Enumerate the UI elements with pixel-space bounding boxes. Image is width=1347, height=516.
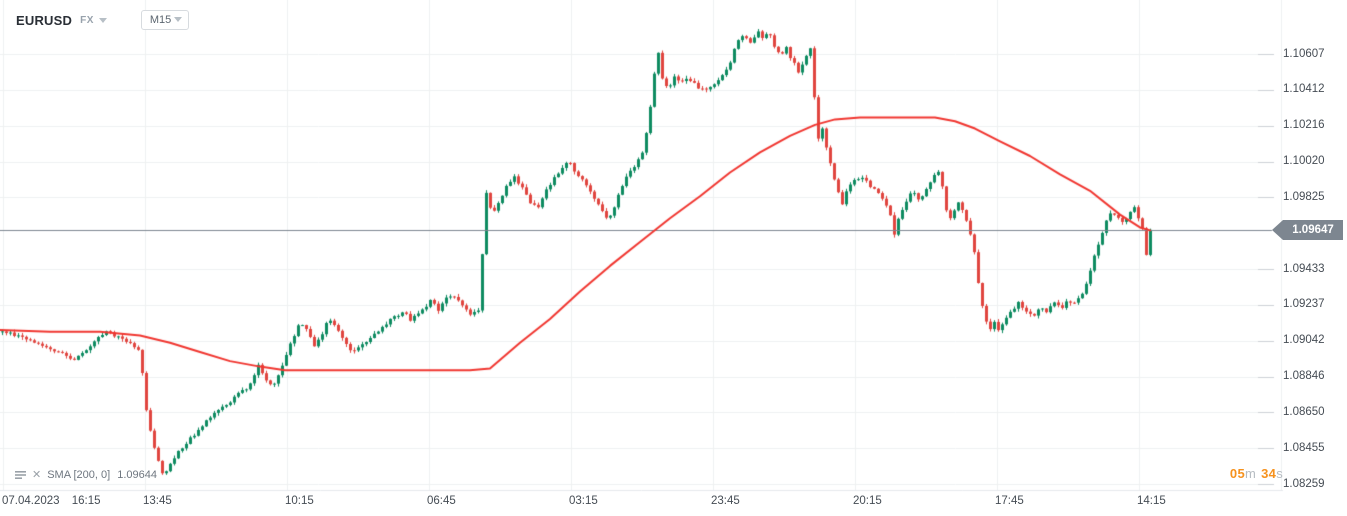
countdown-seconds: 34 [1261, 466, 1277, 481]
price-axis-label: 1.10412 [1283, 83, 1325, 96]
symbol-name: EURUSD [16, 12, 73, 28]
time-axis-label: 13:45 [143, 495, 172, 507]
countdown-seconds-unit: s [1276, 466, 1283, 481]
time-axis-start-label: 07.04.2023 16:15 [2, 495, 101, 507]
start-time: 16:15 [71, 495, 101, 507]
time-axis-label: 17:45 [995, 495, 1024, 507]
price-axis-label: 1.09237 [1283, 298, 1325, 311]
price-axis-label: 1.08846 [1283, 370, 1325, 382]
symbol-dropdown-caret-icon[interactable] [98, 17, 107, 23]
current-price-value: 1.09647 [1292, 223, 1334, 236]
indicator-label: SMA [200, 0] [47, 469, 111, 481]
price-axis-label: 1.09433 [1283, 262, 1325, 275]
price-axis-label: 1.09042 [1283, 334, 1325, 347]
timeframe-label: M15 [149, 13, 172, 26]
price-axis-label: 1.10216 [1283, 119, 1325, 132]
countdown-minutes-unit: m [1244, 466, 1257, 481]
price-axis-label: 1.08650 [1283, 405, 1325, 418]
time-axis-label: 10:15 [285, 495, 314, 507]
indicator-remove-icon[interactable]: ✕ [32, 469, 42, 481]
indicator-settings-icon[interactable] [15, 470, 27, 480]
price-axis-label: 1.10607 [1283, 47, 1325, 60]
candle-countdown-timer: 05m 34s [1160, 466, 1283, 481]
price-axis-label: 1.08259 [1283, 477, 1325, 490]
timeframe-caret-icon [174, 17, 183, 22]
market-label: FX [80, 14, 94, 26]
current-price-badge: 1.09647 [1272, 219, 1343, 240]
start-date: 07.04.2023 [2, 495, 60, 507]
time-axis-label: 06:45 [427, 495, 456, 507]
time-axis-label: 14:15 [1137, 495, 1166, 507]
indicator-legend: ✕ SMA [200, 0] 1.09644 [15, 469, 157, 481]
countdown-minutes: 05 [1229, 466, 1245, 481]
price-axis-label: 1.09825 [1283, 190, 1325, 203]
price-axis-label: 1.10020 [1283, 155, 1325, 167]
time-axis-label: 23:45 [711, 495, 740, 507]
indicator-value: 1.09644 [117, 469, 157, 481]
chart-header: EURUSD FX M15 [16, 10, 190, 30]
timeframe-button[interactable]: M15 [140, 10, 190, 30]
time-axis-label: 20:15 [853, 495, 882, 507]
time-axis-label: 03:15 [569, 495, 598, 507]
price-badge-arrow-icon [1272, 219, 1283, 240]
price-axis-label: 1.08455 [1283, 441, 1325, 454]
